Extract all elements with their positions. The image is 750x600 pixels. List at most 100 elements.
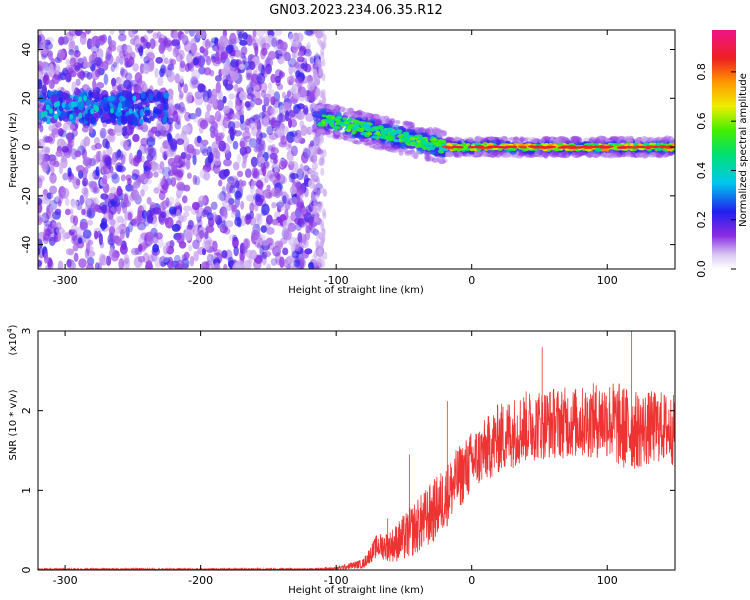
spectrogram-cell (299, 163, 304, 174)
spectrogram-cell (223, 112, 232, 121)
spectrogram-cell (369, 128, 375, 132)
spectrogram-cell (298, 185, 305, 195)
spectrogram-cell (233, 130, 243, 137)
spectrogram-cell (107, 218, 116, 226)
spectrogram-cell (117, 106, 122, 113)
spectrogram-cell (360, 132, 367, 136)
spectrogram-cell (115, 227, 121, 235)
spectrogram-cell (213, 128, 219, 137)
spectrogram-cell (192, 239, 200, 250)
spectrogram-cell (95, 106, 100, 113)
spectrogram-cell (228, 120, 236, 132)
spectrogram-cell (219, 222, 226, 232)
spectrogram-cell (132, 133, 140, 143)
spectrogram-cell (99, 35, 105, 42)
spectrogram-cell (102, 174, 108, 185)
spectrogram-cell (128, 221, 134, 233)
spectrogram-cell (100, 99, 107, 108)
spectrogram-cell (146, 214, 154, 224)
spectrogram-cell (114, 60, 120, 71)
spectrogram-cell (114, 126, 123, 137)
spectrogram-cell (465, 143, 471, 147)
spectrogram-cell (147, 129, 154, 138)
spectrogram-cell (195, 107, 202, 118)
snr-ytick-label: 3 (20, 328, 33, 335)
spectrogram-cell (163, 57, 169, 65)
spectrogram-cell (258, 156, 265, 164)
spectrogram-cell (300, 63, 306, 70)
spectrogram-cell (174, 73, 181, 84)
spectrogram-cell (54, 208, 62, 216)
spectrogram-cell (321, 227, 326, 236)
spectrogram-xtick-label: -300 (53, 274, 78, 287)
spectrogram-cell (110, 107, 115, 114)
spectrogram-cell (74, 30, 83, 37)
spectrogram-cell (61, 145, 70, 153)
spectrogram-cell (141, 210, 148, 219)
spectrogram-cell (128, 30, 136, 38)
spectrogram-xtick-label: 0 (468, 274, 475, 287)
spectrogram-cell (574, 146, 584, 149)
spectrogram-cell (65, 248, 74, 256)
spectrogram-cell (280, 160, 287, 168)
colorbar-tick-label: 0.4 (695, 162, 708, 180)
spectrogram-cell (83, 156, 91, 164)
spectrogram-cell (319, 90, 324, 99)
spectrogram-cell (147, 144, 154, 155)
spectrogram-cell (90, 108, 95, 115)
spectrogram-cell (561, 145, 570, 148)
spectrogram-cell (313, 214, 318, 223)
snr-multiplier: (x104) (6, 324, 19, 355)
spectrogram-cell (260, 64, 265, 77)
spectrogram-cell (41, 146, 51, 153)
spectrogram-cell (438, 159, 444, 165)
spectrogram-cell (231, 208, 240, 215)
spectrogram-cell (132, 63, 139, 72)
spectrogram-cell (160, 260, 167, 267)
spectrogram-cell (282, 195, 287, 204)
spectrogram-cell (242, 130, 251, 140)
spectrogram-cell (414, 127, 422, 134)
spectrogram-cell (77, 237, 83, 244)
spectrogram-cell (198, 195, 207, 206)
spectrogram-cell (163, 151, 168, 161)
spectrogram-cell (74, 118, 79, 128)
spectrogram-cell (235, 49, 242, 59)
spectrogram-cell (253, 168, 260, 178)
spectrogram-cell (374, 118, 383, 126)
spectrogram-cell (38, 259, 43, 268)
spectrogram-cell (269, 153, 278, 160)
spectrogram-cell (648, 152, 657, 158)
spectrogram-cell (474, 145, 485, 148)
spectrogram-cell (308, 89, 318, 102)
spectrogram-cell (248, 216, 257, 226)
spectrogram-cell (588, 136, 596, 143)
spectrogram-cell (58, 36, 65, 46)
spectrogram-cell (292, 51, 300, 59)
spectrogram-cell (645, 145, 655, 148)
spectrogram-cell (393, 139, 400, 143)
spectrogram-cell (266, 263, 271, 269)
spectrogram-cell (38, 202, 43, 214)
spectrogram-cell (321, 120, 326, 125)
spectrogram-cell (145, 260, 153, 269)
spectrogram-cell (235, 101, 243, 112)
spectrogram-cell (634, 137, 641, 144)
spectrogram-cell (300, 256, 305, 268)
spectrogram-cell (214, 155, 221, 166)
spectrogram-cell (201, 247, 207, 256)
spectrogram-cell (109, 232, 114, 242)
spectrogram-cell (74, 45, 79, 54)
spectrogram-cell (287, 222, 297, 233)
spectrogram-cell (285, 144, 293, 151)
spectrogram-cell (255, 213, 262, 222)
spectrogram-cell (322, 149, 327, 158)
spectrogram-cell (232, 161, 240, 171)
spectrogram-cell (58, 192, 63, 204)
spectrogram-cell (124, 99, 131, 108)
spectrogram-cell (59, 129, 67, 138)
spectrogram-cell (167, 69, 175, 82)
spectrogram-cell (316, 128, 326, 134)
spectrogram-cell (55, 222, 62, 231)
